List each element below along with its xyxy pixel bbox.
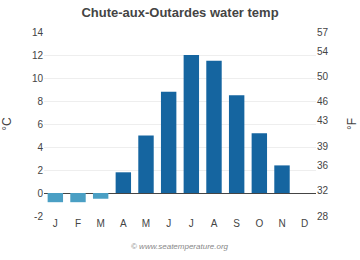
svg-text:57: 57 — [317, 27, 329, 38]
svg-text:6: 6 — [37, 119, 43, 130]
svg-text:N: N — [278, 218, 285, 229]
svg-text:50: 50 — [317, 71, 329, 82]
svg-text:J: J — [166, 218, 171, 229]
svg-text:0: 0 — [37, 188, 43, 199]
svg-text:O: O — [255, 218, 263, 229]
svg-text:39: 39 — [317, 141, 329, 152]
svg-text:Chute-aux-Outardes water temp: Chute-aux-Outardes water temp — [81, 5, 278, 20]
svg-text:J: J — [53, 218, 58, 229]
svg-text:F: F — [75, 218, 81, 229]
svg-text:-2: -2 — [34, 211, 43, 222]
svg-text:M: M — [96, 218, 104, 229]
svg-text:A: A — [211, 218, 218, 229]
svg-text:10: 10 — [32, 73, 44, 84]
svg-text:4: 4 — [37, 142, 43, 153]
svg-text:46: 46 — [317, 96, 329, 107]
svg-text:°C: °C — [0, 117, 14, 131]
svg-text:36: 36 — [317, 160, 329, 171]
svg-text:43: 43 — [317, 115, 329, 126]
svg-text:© www.seatemperature.org: © www.seatemperature.org — [131, 242, 229, 251]
svg-text:14: 14 — [32, 27, 44, 38]
svg-text:32: 32 — [317, 185, 329, 196]
svg-text:J: J — [189, 218, 194, 229]
svg-text:M: M — [142, 218, 150, 229]
svg-text:°F: °F — [345, 118, 359, 130]
svg-text:54: 54 — [317, 46, 329, 57]
svg-text:A: A — [120, 218, 127, 229]
svg-text:S: S — [233, 218, 240, 229]
svg-text:28: 28 — [317, 211, 329, 222]
svg-text:12: 12 — [32, 50, 44, 61]
svg-text:8: 8 — [37, 96, 43, 107]
svg-text:D: D — [301, 218, 308, 229]
svg-text:2: 2 — [37, 165, 43, 176]
